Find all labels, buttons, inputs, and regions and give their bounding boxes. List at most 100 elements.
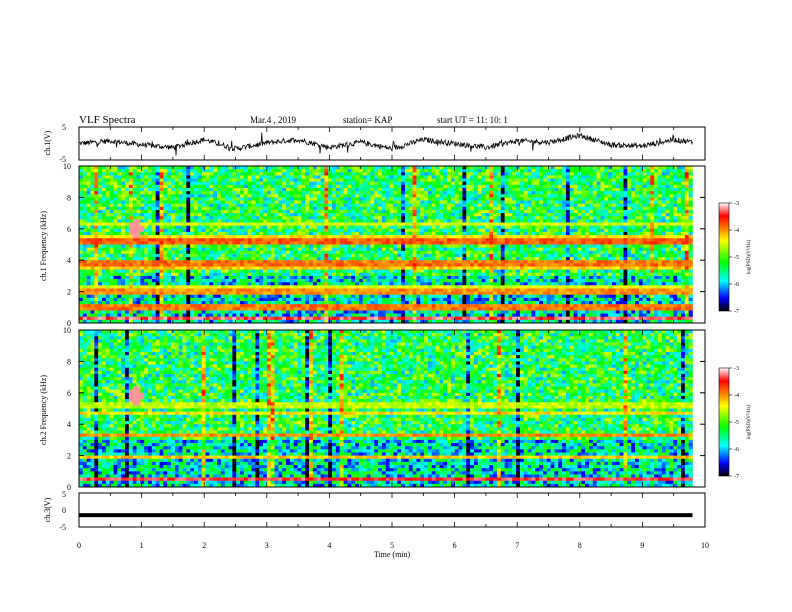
spectrogram-cell	[312, 206, 318, 211]
spectrogram-cell	[450, 178, 456, 182]
spectrogram-cell	[324, 197, 329, 201]
spectrogram-cell	[424, 244, 429, 248]
spectrogram-cell	[458, 206, 463, 211]
spectrogram-cell	[412, 187, 417, 192]
spectrogram-cell	[447, 269, 452, 274]
spectrogram-cell	[301, 172, 306, 176]
spectrogram-cell	[366, 316, 371, 321]
spectrogram-cell	[140, 297, 145, 302]
spectrogram-cell	[366, 172, 371, 176]
spectrogram-cell	[201, 231, 206, 236]
spectrogram-cell	[224, 310, 229, 314]
spectrogram-cell	[266, 272, 272, 277]
spectrogram-cell	[113, 200, 118, 204]
spectrogram-cell	[309, 238, 314, 242]
spectrogram-cell	[335, 257, 341, 261]
spectrogram-cell	[201, 187, 206, 192]
spectrogram-cell	[450, 272, 456, 277]
spectrogram-cell	[282, 206, 287, 211]
spectrogram-cell	[324, 269, 329, 274]
spectrogram-cell	[274, 206, 279, 211]
spectrogram-cell	[263, 216, 268, 220]
spectrogram-cell	[385, 203, 390, 208]
spectrogram-cell	[427, 194, 433, 198]
spectrogram-cell	[232, 235, 237, 239]
spectrogram-cell	[98, 294, 103, 299]
spectrogram-cell	[412, 282, 417, 286]
spectrogram-cell	[125, 307, 130, 311]
spectrogram-cell	[397, 219, 402, 223]
spectrogram-cell	[102, 282, 107, 286]
spectrogram-cell	[94, 238, 99, 242]
spectrogram-cell	[243, 187, 248, 192]
spectrogram-cell	[320, 263, 325, 267]
spectrogram-cell	[297, 260, 302, 264]
spectrogram-cell	[259, 197, 264, 201]
spectrogram-cell	[247, 206, 252, 211]
spectrogram-cell	[278, 279, 283, 283]
spectrogram-cell	[144, 172, 149, 176]
spectrogram-cell	[213, 216, 218, 220]
spectrogram-cell	[209, 316, 214, 321]
spectrogram-cell	[236, 191, 241, 195]
spectrogram-cell	[190, 184, 195, 189]
spectrogram-cell	[102, 272, 107, 277]
spectrogram-cell	[90, 301, 95, 305]
spectrogram-cell	[266, 319, 272, 324]
spectrogram-cell	[378, 257, 383, 261]
spectrogram-cell	[132, 275, 137, 280]
spectrogram-cell	[289, 209, 295, 214]
spectrogram-cell	[347, 178, 352, 182]
spectrogram-cell	[427, 209, 433, 214]
spectrogram-cell	[424, 187, 429, 192]
spectrogram-cell	[328, 260, 333, 264]
spectrogram-cell	[109, 209, 114, 214]
spectrogram-cell	[255, 301, 260, 305]
spectrogram-cell	[197, 200, 202, 204]
spectrogram-cell	[408, 191, 413, 195]
spectrogram-cell	[301, 291, 306, 296]
spectrogram-cell	[289, 244, 295, 248]
spectrogram-cell	[393, 263, 398, 267]
spectrogram-cell	[128, 206, 133, 211]
spectrogram-cell	[347, 282, 352, 286]
spectrogram-cell	[232, 228, 237, 233]
spectrogram-cell	[105, 166, 110, 170]
spectrogram-cell	[454, 272, 459, 277]
spectrogram-cell	[328, 175, 333, 179]
spectrogram-cell	[401, 297, 406, 302]
spectrogram-cell	[293, 263, 298, 267]
spectrogram-cell	[270, 247, 275, 252]
spectrogram-cell	[385, 200, 390, 204]
spectrogram-cell	[159, 206, 164, 211]
spectrogram-cell	[278, 172, 283, 176]
spectrogram-cell	[347, 313, 352, 318]
spectrogram-cell	[201, 313, 206, 318]
spectrogram-cell	[255, 200, 260, 204]
spectrogram-cell	[159, 263, 164, 267]
spectrogram-cell	[351, 247, 356, 252]
spectrogram-cell	[266, 194, 272, 198]
spectrogram-cell	[370, 269, 375, 274]
spectrogram-cell	[374, 235, 379, 239]
spectrogram-cell	[79, 238, 84, 242]
spectrogram-cell	[305, 197, 310, 201]
spectrogram-cell	[332, 272, 337, 277]
spectrogram-cell	[274, 304, 279, 308]
spectrogram-cell	[282, 235, 287, 239]
spectrogram-cell	[454, 231, 459, 236]
spectrogram-cell	[389, 241, 394, 245]
spectrogram-cell	[205, 291, 210, 296]
spectrogram-cell	[366, 238, 371, 242]
spectrogram-cell	[247, 294, 252, 299]
spectrogram-cell	[109, 319, 114, 324]
spectrogram-cell	[194, 291, 199, 296]
spectrogram-cell	[105, 266, 110, 270]
spectrogram-cell	[274, 228, 279, 233]
spectrogram-cell	[424, 191, 429, 195]
spectrogram-cell	[454, 169, 459, 173]
spectrogram-cell	[439, 275, 444, 280]
spectrogram-cell	[94, 191, 99, 195]
spectrogram-cell	[324, 310, 329, 314]
spectrogram-cell	[220, 213, 225, 217]
